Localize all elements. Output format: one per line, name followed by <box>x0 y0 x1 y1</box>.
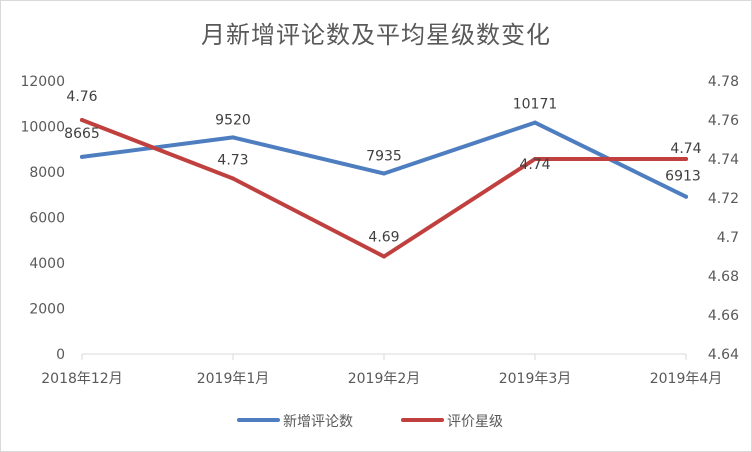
y-right-tick-label: 4.76 <box>708 113 739 129</box>
y-right-tick-label: 4.72 <box>708 191 739 207</box>
data-point-review-count <box>231 135 235 140</box>
y-left-tick-label: 8000 <box>29 165 65 181</box>
chart-title: 月新增评论数及平均星级数变化 <box>201 21 551 49</box>
data-point-rating <box>533 157 537 161</box>
y-right-tick-label: 4.68 <box>708 269 739 285</box>
data-label-rating: 4.69 <box>368 230 399 246</box>
data-label-review-count: 9520 <box>215 112 251 128</box>
data-point-rating <box>382 254 386 259</box>
data-label-review-count: 7935 <box>366 148 402 164</box>
y-left-tick-label: 12000 <box>20 74 65 90</box>
y-left-tick-label: 2000 <box>29 302 65 318</box>
legend-label-review-count: 新增评论数 <box>283 414 353 430</box>
y-left-tick-label: 10000 <box>20 120 65 136</box>
data-point-rating <box>684 157 688 161</box>
x-tick-label: 2019年4月 <box>650 371 723 387</box>
y-left-tick-label: 6000 <box>29 211 65 227</box>
data-point-rating <box>80 118 84 122</box>
legend-label-rating: 评价星级 <box>447 414 503 430</box>
data-label-rating: 4.74 <box>670 141 701 157</box>
data-point-review-count <box>533 120 537 125</box>
data-label-review-count: 10171 <box>513 97 558 113</box>
y-right-tick-label: 4.64 <box>708 347 739 363</box>
y-left-tick-label: 4000 <box>29 256 65 272</box>
y-right-tick-label: 4.66 <box>708 308 739 324</box>
x-tick-label: 2019年1月 <box>197 371 270 387</box>
data-label-review-count: 6913 <box>665 169 701 185</box>
data-label-rating: 4.74 <box>519 157 550 173</box>
y-left-tick-label: 0 <box>56 347 65 363</box>
y-right-tick-label: 4.74 <box>708 152 739 168</box>
data-label-review-count: 8665 <box>64 126 100 142</box>
data-label-rating: 4.76 <box>66 89 97 105</box>
data-point-review-count <box>80 154 84 159</box>
data-point-review-count <box>382 171 386 176</box>
y-right-tick-label: 4.78 <box>708 74 739 90</box>
x-tick-label: 2019年3月 <box>499 371 572 387</box>
data-point-review-count <box>684 194 688 199</box>
x-tick-label: 2019年2月 <box>348 371 421 387</box>
data-point-rating <box>231 176 235 181</box>
x-tick-label: 2018年12月 <box>41 371 122 387</box>
data-label-rating: 4.73 <box>217 153 248 169</box>
y-right-tick-label: 4.7 <box>717 230 739 246</box>
